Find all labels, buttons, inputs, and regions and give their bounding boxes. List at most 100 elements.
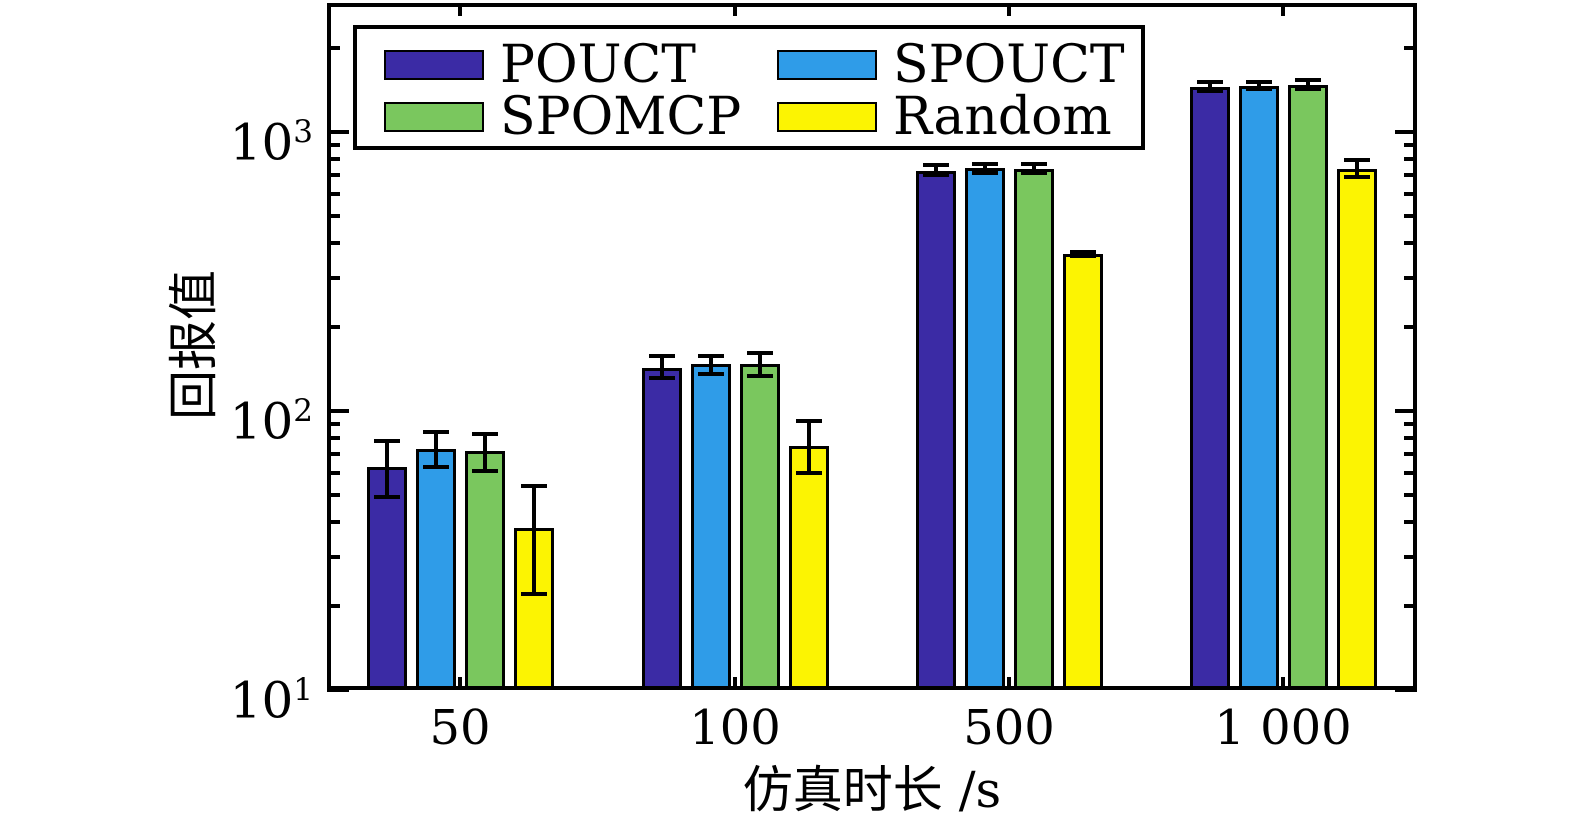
legend-label-POUCT: POUCT <box>500 35 696 95</box>
error-cap-bottom <box>422 464 449 469</box>
error-bar-Random-1 000 <box>1354 159 1359 177</box>
bar-SPOUCT-500 <box>964 168 1005 690</box>
error-cap-bottom <box>471 468 498 473</box>
y-minor-tick-200 <box>327 325 340 329</box>
error-bar-Random-100 <box>806 421 811 473</box>
bar-SPOUCT-50 <box>415 449 456 690</box>
y-minor-tick-80 <box>1404 436 1417 441</box>
error-cap-bottom <box>1294 87 1321 92</box>
error-cap-top <box>922 162 949 167</box>
y-minor-tick-50 <box>327 492 340 497</box>
error-cap-bottom <box>1069 254 1096 259</box>
y-minor-tick-2000 <box>327 46 340 50</box>
error-bar-SPOUCT-1 000 <box>1256 81 1261 90</box>
error-bar-SPOMCP-50 <box>482 433 487 471</box>
error-cap-bottom <box>795 470 822 475</box>
error-cap-bottom <box>648 376 675 381</box>
error-cap-top <box>1245 79 1272 84</box>
plot-area: POUCT SPOUCT SPOMCP Random <box>327 3 1417 692</box>
y-minor-tick-60 <box>327 470 340 475</box>
y-minor-tick-20 <box>327 604 340 608</box>
y-minor-tick-900 <box>327 142 340 147</box>
y-minor-tick-700 <box>1404 173 1417 178</box>
error-cap-top <box>1343 157 1370 162</box>
x-tick-top-500 <box>1007 3 1011 16</box>
x-tick-label-1 000: 1 000 <box>1214 700 1352 756</box>
error-bar-Random-500 <box>1080 251 1085 257</box>
error-cap-bottom <box>1196 89 1223 94</box>
legend-label-SPOMCP: SPOMCP <box>500 87 742 147</box>
y-minor-tick-90 <box>1404 421 1417 426</box>
error-bar-POUCT-1 000 <box>1207 81 1212 92</box>
error-cap-bottom <box>1020 171 1047 176</box>
legend: POUCT SPOUCT SPOMCP Random <box>353 25 1145 150</box>
bar-SPOMCP-1 000 <box>1287 85 1328 690</box>
legend-swatch-SPOMCP <box>384 102 484 132</box>
legend-item-POUCT: POUCT <box>384 35 696 95</box>
error-cap-top <box>746 351 773 356</box>
bar-Random-500 <box>1062 254 1103 690</box>
x-tick-top-50 <box>458 3 462 16</box>
legend-swatch-POUCT <box>384 50 484 80</box>
y-minor-tick-300 <box>1404 275 1417 280</box>
x-tick-bottom-50 <box>458 677 462 690</box>
y-major-tick-10e2 <box>327 409 349 413</box>
y-minor-tick-50 <box>1404 492 1417 497</box>
error-bar-POUCT-500 <box>933 164 938 176</box>
legend-item-SPOUCT: SPOUCT <box>777 39 1125 91</box>
error-cap-top <box>1069 249 1096 254</box>
y-minor-tick-60 <box>1404 470 1417 475</box>
y-minor-tick-30 <box>1404 554 1417 559</box>
y-minor-tick-40 <box>1404 520 1417 525</box>
x-tick-bottom-500 <box>1007 677 1011 690</box>
y-major-tick-10e3 <box>327 130 349 134</box>
bar-SPOMCP-500 <box>1013 169 1054 690</box>
x-tick-top-1 000 <box>1281 3 1285 16</box>
y-tick-label-10e3: 103 <box>229 113 313 172</box>
y-major-tick-10e3 <box>1395 130 1417 134</box>
x-tick-label-100: 100 <box>689 700 781 756</box>
error-cap-top <box>1020 161 1047 166</box>
y-minor-tick-70 <box>327 452 340 457</box>
y-minor-tick-20 <box>1404 604 1417 608</box>
x-tick-top-100 <box>733 3 737 16</box>
bar-POUCT-100 <box>641 367 682 690</box>
error-cap-top <box>697 353 724 358</box>
y-minor-tick-500 <box>327 213 340 218</box>
legend-swatch-Random <box>777 102 877 132</box>
legend-item-Random: Random <box>777 87 1112 147</box>
y-minor-tick-300 <box>327 275 340 280</box>
x-tick-bottom-1 000 <box>1281 677 1285 690</box>
x-tick-label-50: 50 <box>429 700 491 756</box>
error-cap-bottom <box>746 374 773 379</box>
error-bar-POUCT-50 <box>384 441 389 498</box>
legend-label-Random: Random <box>893 87 1112 147</box>
bar-SPOMCP-50 <box>464 450 505 690</box>
y-minor-tick-600 <box>1404 191 1417 196</box>
bar-SPOUCT-1 000 <box>1238 86 1279 690</box>
error-cap-bottom <box>1245 87 1272 92</box>
x-axis-title: 仿真时长 /s <box>742 761 1002 819</box>
y-major-tick-10e1 <box>327 688 349 692</box>
error-cap-top <box>422 430 449 435</box>
y-major-tick-10e1 <box>1395 688 1417 692</box>
error-cap-top <box>373 439 400 444</box>
y-minor-tick-90 <box>327 421 340 426</box>
error-bar-SPOMCP-100 <box>757 353 762 377</box>
error-cap-bottom <box>520 592 547 597</box>
error-bar-SPOUCT-50 <box>433 432 438 467</box>
y-minor-tick-70 <box>1404 452 1417 457</box>
bar-SPOMCP-100 <box>739 364 780 690</box>
y-minor-tick-700 <box>327 173 340 178</box>
bar-POUCT-1 000 <box>1189 86 1230 690</box>
error-bar-SPOUCT-500 <box>982 163 987 173</box>
error-cap-bottom <box>971 170 998 175</box>
error-cap-top <box>795 419 822 424</box>
bar-SPOUCT-100 <box>690 364 731 690</box>
legend-item-SPOMCP: SPOMCP <box>384 87 742 147</box>
legend-swatch-SPOUCT <box>777 50 877 80</box>
y-minor-tick-800 <box>327 157 340 162</box>
y-minor-tick-500 <box>1404 213 1417 218</box>
error-bar-SPOMCP-1 000 <box>1305 79 1310 90</box>
